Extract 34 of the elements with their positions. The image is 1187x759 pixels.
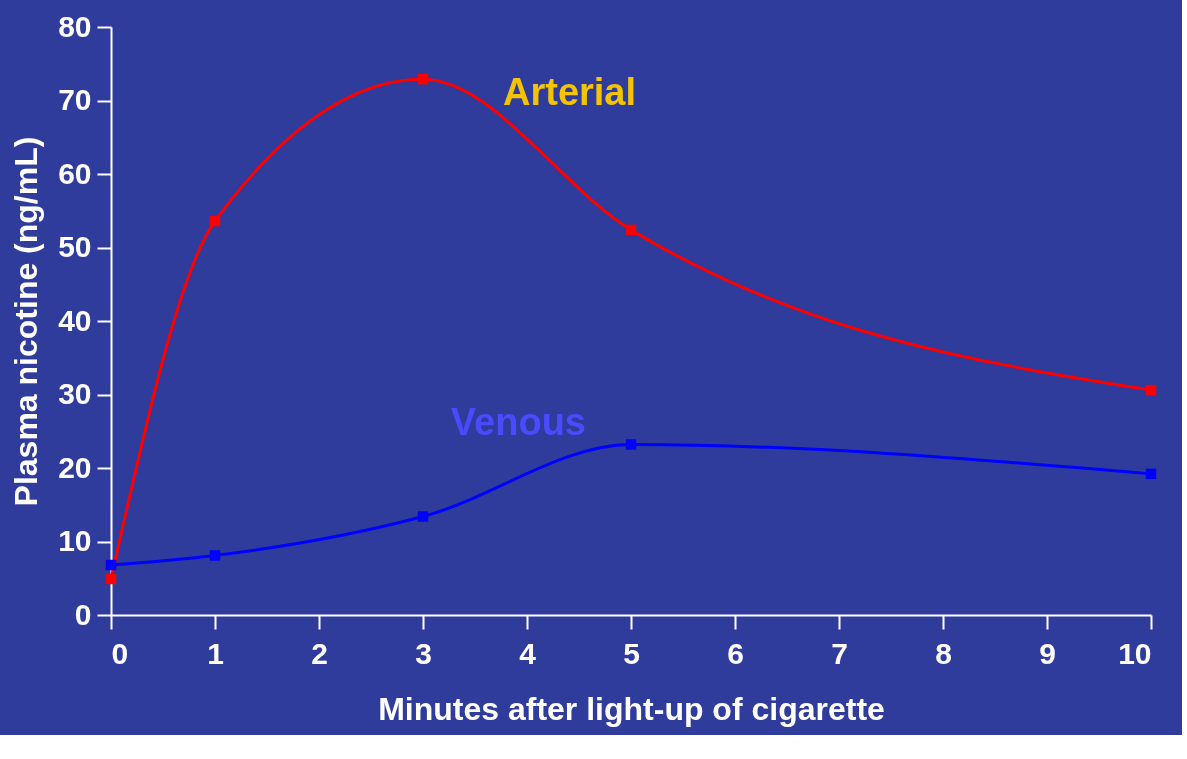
y-tick-label: 30 (58, 377, 92, 410)
x-tick-label: 5 (623, 636, 640, 670)
x-axis-title: Minutes after light-up of cigarette (378, 690, 885, 727)
series-label: Venous (450, 401, 586, 444)
y-tick-label: 70 (58, 83, 92, 116)
y-tick-label: 60 (58, 156, 92, 190)
x-tick-label: 8 (935, 636, 952, 670)
y-tick-label: 20 (58, 450, 92, 484)
point (417, 73, 429, 85)
x-tick-label: 9 (1039, 636, 1056, 670)
point (1145, 384, 1157, 396)
x-tick-label: 4 (519, 636, 537, 670)
y-axis-title: Plasma nicotine (ng/mL) (8, 136, 45, 507)
y-tick-label: 80 (58, 9, 92, 43)
y-tick-label: 40 (58, 303, 92, 337)
point (625, 224, 637, 236)
point (105, 573, 117, 585)
x-tick-label: 3 (415, 636, 432, 670)
y-tick-label: 10 (58, 524, 92, 557)
x-tick-label: 7 (831, 636, 848, 670)
x-tick-label: 6 (727, 636, 744, 670)
x-tick-label: 1 (207, 636, 224, 670)
point (1145, 468, 1157, 480)
series-label: Arterial (503, 71, 637, 114)
point (209, 215, 221, 227)
x-tick-label: 0 (111, 636, 129, 670)
point (417, 511, 429, 522)
point (625, 439, 637, 450)
x-tick-label: 10 (1118, 636, 1152, 670)
x-tick-label: 2 (311, 636, 328, 670)
y-tick-label: 0 (74, 597, 92, 631)
point (105, 559, 117, 571)
point (209, 550, 221, 561)
y-tick-label: 50 (58, 230, 92, 263)
